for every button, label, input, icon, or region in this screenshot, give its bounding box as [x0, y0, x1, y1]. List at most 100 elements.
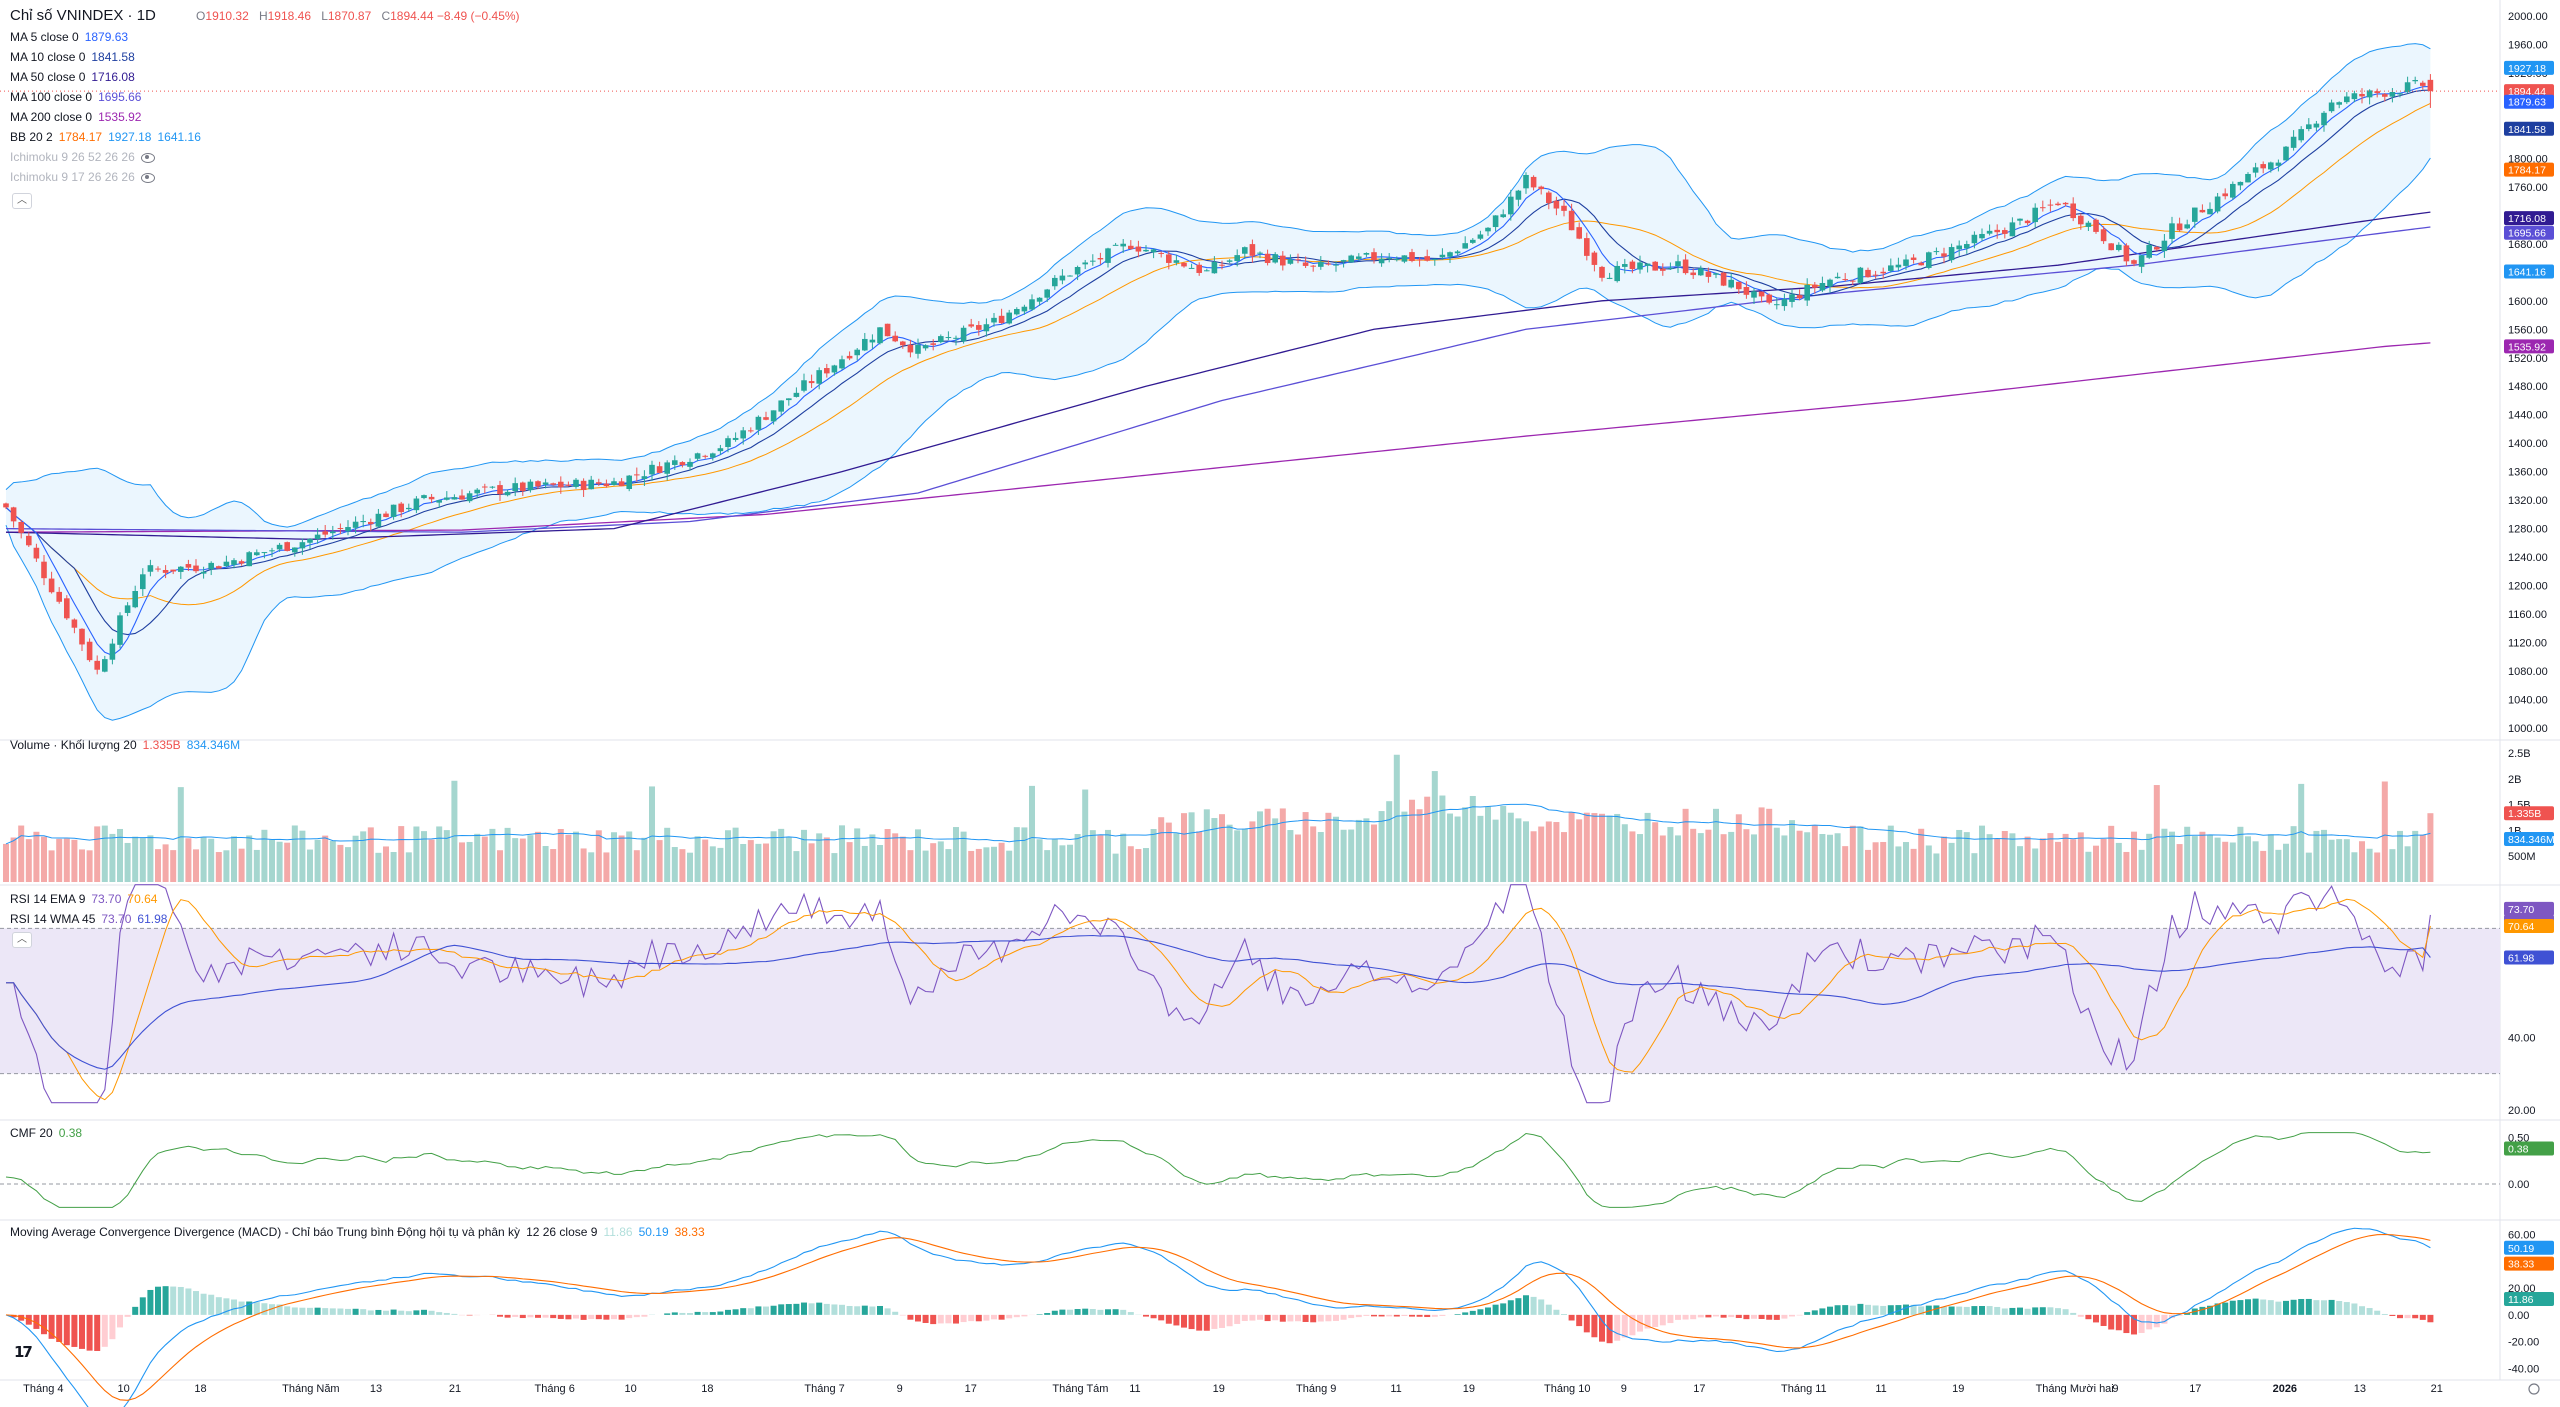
candle-body [1333, 264, 1339, 266]
macd-histogram-bar [413, 1310, 420, 1315]
candle-body [1933, 251, 1940, 253]
candle-body [1918, 262, 1924, 266]
candle-body [185, 564, 192, 568]
macd-histogram-bar [2419, 1314, 2426, 1320]
volume-bar [299, 830, 306, 882]
legend-rsi-ema-ma: 70.64 [127, 892, 158, 906]
legend-ma200[interactable]: MA 200 close 0 1535.92 [10, 109, 147, 125]
volume-bar [1447, 813, 1453, 882]
volume-bar [1393, 754, 1400, 882]
candle-body [1188, 267, 1195, 269]
macd-histogram-bar [1735, 1314, 1742, 1318]
volume-bar [18, 825, 25, 882]
candle-body [603, 483, 610, 487]
macd-histogram-bar [2328, 1299, 2335, 1315]
volume-bar [2001, 830, 2008, 882]
macd-histogram-bar [2359, 1306, 2365, 1315]
price-tick-label: 1360.00 [2508, 467, 2548, 479]
volume-bar [930, 843, 937, 882]
candle-body [413, 498, 420, 511]
volume-bar [1842, 846, 1849, 882]
candle-body [2161, 240, 2168, 252]
macd-histogram-bar [2093, 1314, 2099, 1323]
macd-histogram-bar [421, 1309, 427, 1315]
legend-ma10[interactable]: MA 10 close 0 1841.58 [10, 49, 141, 65]
macd-histogram-bar [1789, 1314, 1795, 1317]
candle-body [1804, 284, 1810, 301]
legend-rsi-wma[interactable]: RSI 14 WMA 45 73.70 61.98 [10, 911, 173, 927]
macd-histogram-bar [2047, 1307, 2054, 1315]
time-tick-label: Tháng Tám [1052, 1383, 1108, 1395]
macd-histogram-bar [1956, 1306, 1963, 1315]
price-tick-label: 1160.00 [2508, 609, 2547, 621]
legend-ma50[interactable]: MA 50 close 0 1716.08 [10, 69, 141, 85]
volume-bar [1097, 835, 1104, 882]
volume-bar [854, 828, 861, 882]
legend-volume[interactable]: Volume · Khối lượng 20 1.335B 834.346M [10, 737, 246, 753]
rsi-badge: 70.64 [2508, 921, 2534, 933]
volume-bar [770, 831, 777, 882]
volume-bar [1325, 812, 1332, 882]
volume-bar [1287, 830, 1294, 882]
time-tick-label: Tháng Mười hai [2036, 1383, 2114, 1395]
candle-body [482, 486, 488, 488]
candle-body [238, 561, 245, 564]
volume-bar [960, 831, 967, 882]
volume-bar [1523, 821, 1529, 882]
volume-bar [785, 836, 792, 882]
legend-bb[interactable]: BB 20 2 1784.17 1927.18 1641.16 [10, 129, 207, 145]
macd-histogram-bar [2237, 1300, 2244, 1315]
price-badge-bg [2504, 162, 2554, 177]
macd-histogram-bar [2085, 1314, 2092, 1320]
macd-histogram-bar [208, 1294, 215, 1315]
macd-histogram-bar [930, 1314, 937, 1325]
macd-histogram-bar [1082, 1308, 1089, 1315]
tradingview-logo-icon[interactable]: 17 [14, 1343, 33, 1361]
hidden-eye-icon[interactable] [140, 152, 155, 163]
volume-bar [86, 850, 93, 882]
candle-body [976, 325, 982, 330]
volume-bar [1378, 811, 1385, 882]
legend-ma100[interactable]: MA 100 close 0 1695.66 [10, 89, 147, 105]
macd-histogram-bar [2343, 1302, 2350, 1315]
legend-ichimoku-1[interactable]: Ichimoku 9 26 52 26 26 [10, 149, 161, 165]
candle-body [261, 552, 268, 554]
volume-bar [1583, 812, 1590, 882]
candle-body [2290, 136, 2297, 148]
time-tick-label: Tháng 7 [804, 1383, 844, 1395]
collapse-rsi-chevron-up-icon[interactable]: ︿ [12, 932, 32, 948]
candle-body [94, 660, 100, 670]
hidden-eye-icon[interactable] [140, 172, 155, 183]
macd-histogram-bar [1363, 1314, 1370, 1316]
volume-bar [1249, 821, 1256, 882]
candle-body [1530, 176, 1537, 188]
legend-macd[interactable]: Moving Average Convergence Divergence (M… [10, 1224, 711, 1240]
time-tick-label: 17 [1693, 1383, 1705, 1395]
macd-histogram-bar [1644, 1314, 1651, 1329]
legend-cmf[interactable]: CMF 20 0.38 [10, 1125, 88, 1141]
macd-histogram-bar [1325, 1314, 1332, 1322]
time-tick-label: 21 [2431, 1383, 2443, 1395]
collapse-legend-chevron-up-icon[interactable]: ︿ [12, 193, 32, 209]
macd-histogram-bar [314, 1307, 321, 1315]
macd-histogram-bar [2032, 1307, 2039, 1315]
bollinger-upper-line [5, 43, 2431, 528]
candle-body [2154, 247, 2160, 250]
candle-body [1272, 254, 1278, 263]
candle-body [360, 521, 366, 523]
macd-histogram-bar [2298, 1298, 2305, 1315]
volume-bar [991, 846, 997, 882]
legend-ma5[interactable]: MA 5 close 0 1879.63 [10, 29, 134, 45]
macd-histogram-bar [2001, 1308, 2008, 1315]
volume-bar [1773, 827, 1780, 882]
volume-ma-badge-bg [2504, 832, 2554, 847]
macd-histogram-bar [71, 1314, 78, 1347]
macd-histogram-bar [41, 1314, 47, 1335]
legend-rsi-ema[interactable]: RSI 14 EMA 9 73.70 70.64 [10, 891, 163, 907]
legend-ichimoku-2[interactable]: Ichimoku 9 17 26 26 26 [10, 169, 161, 185]
macd-histogram-bar [831, 1304, 838, 1315]
macd-histogram-bar [1872, 1305, 1879, 1315]
volume-bar [1302, 812, 1309, 882]
macd-histogram-bar [443, 1312, 450, 1315]
